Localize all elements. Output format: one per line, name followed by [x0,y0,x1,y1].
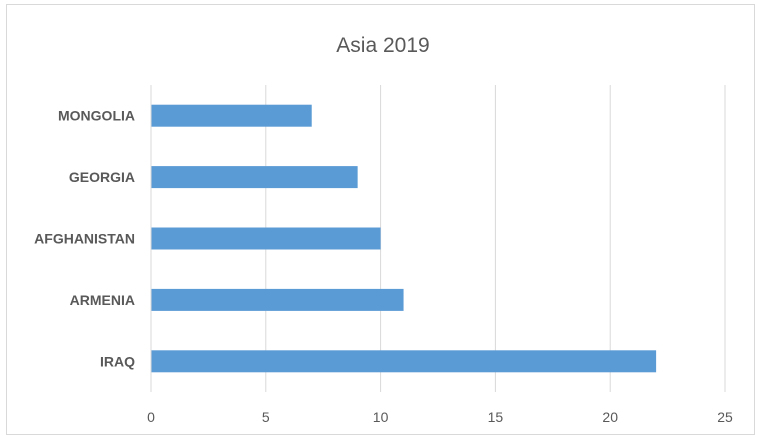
category-label-mongolia: MONGOLIA [58,108,135,124]
bars [151,104,657,373]
bar-georgia [151,166,358,189]
x-tick-label: 0 [147,409,155,425]
category-label-armenia: ARMENIA [70,292,135,308]
x-tick-label: 15 [488,409,504,425]
category-labels: IRAQ ARMENIA AFGHANISTAN GEORGIA MONGOLIA [34,108,135,370]
bar-mongolia [151,104,312,127]
x-tick-label: 20 [602,409,618,425]
bar-armenia [151,288,404,311]
category-label-iraq: IRAQ [100,353,135,369]
bar-afghanistan [151,227,381,250]
category-label-georgia: GEORGIA [69,169,135,185]
bar-iraq [151,350,657,373]
x-tick-label: 25 [717,409,733,425]
chart-title: Asia 2019 [336,34,429,57]
category-label-afghanistan: AFGHANISTAN [34,231,135,247]
x-tick-labels: 0 5 10 15 20 25 [147,409,733,425]
x-tick-label: 10 [373,409,389,425]
x-tick-label: 5 [262,409,270,425]
